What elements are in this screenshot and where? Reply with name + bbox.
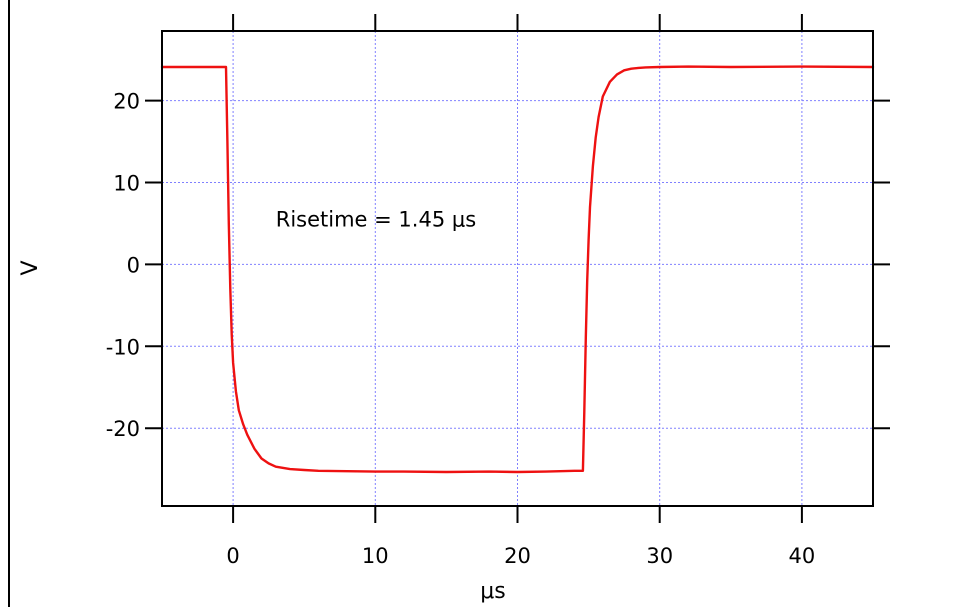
data-series xyxy=(160,65,875,474)
y-tick-label: 0 xyxy=(127,253,140,277)
series-line xyxy=(160,65,875,474)
x-tick-label: 0 xyxy=(226,544,239,568)
x-axis-label: μs xyxy=(480,579,505,604)
axis-ticks: 0 10 20 30 40 -20 -10 0 10 20 xyxy=(106,14,890,568)
y-tick-label: -10 xyxy=(106,335,140,359)
grid-lines xyxy=(162,31,873,506)
x-tick-label: 40 xyxy=(789,544,816,568)
y-axis-label: V xyxy=(18,260,43,275)
y-tick-label: 10 xyxy=(113,172,140,196)
x-tick-label: 30 xyxy=(646,544,673,568)
x-tick-label: 10 xyxy=(362,544,389,568)
risetime-annotation: Risetime = 1.45 μs xyxy=(276,208,476,232)
axis-labels: μs V xyxy=(18,260,506,604)
x-tick-label: 20 xyxy=(504,544,531,568)
y-tick-label: -20 xyxy=(106,417,140,441)
y-tick-label: 20 xyxy=(113,90,140,114)
annotations: Risetime = 1.45 μs xyxy=(276,208,476,232)
